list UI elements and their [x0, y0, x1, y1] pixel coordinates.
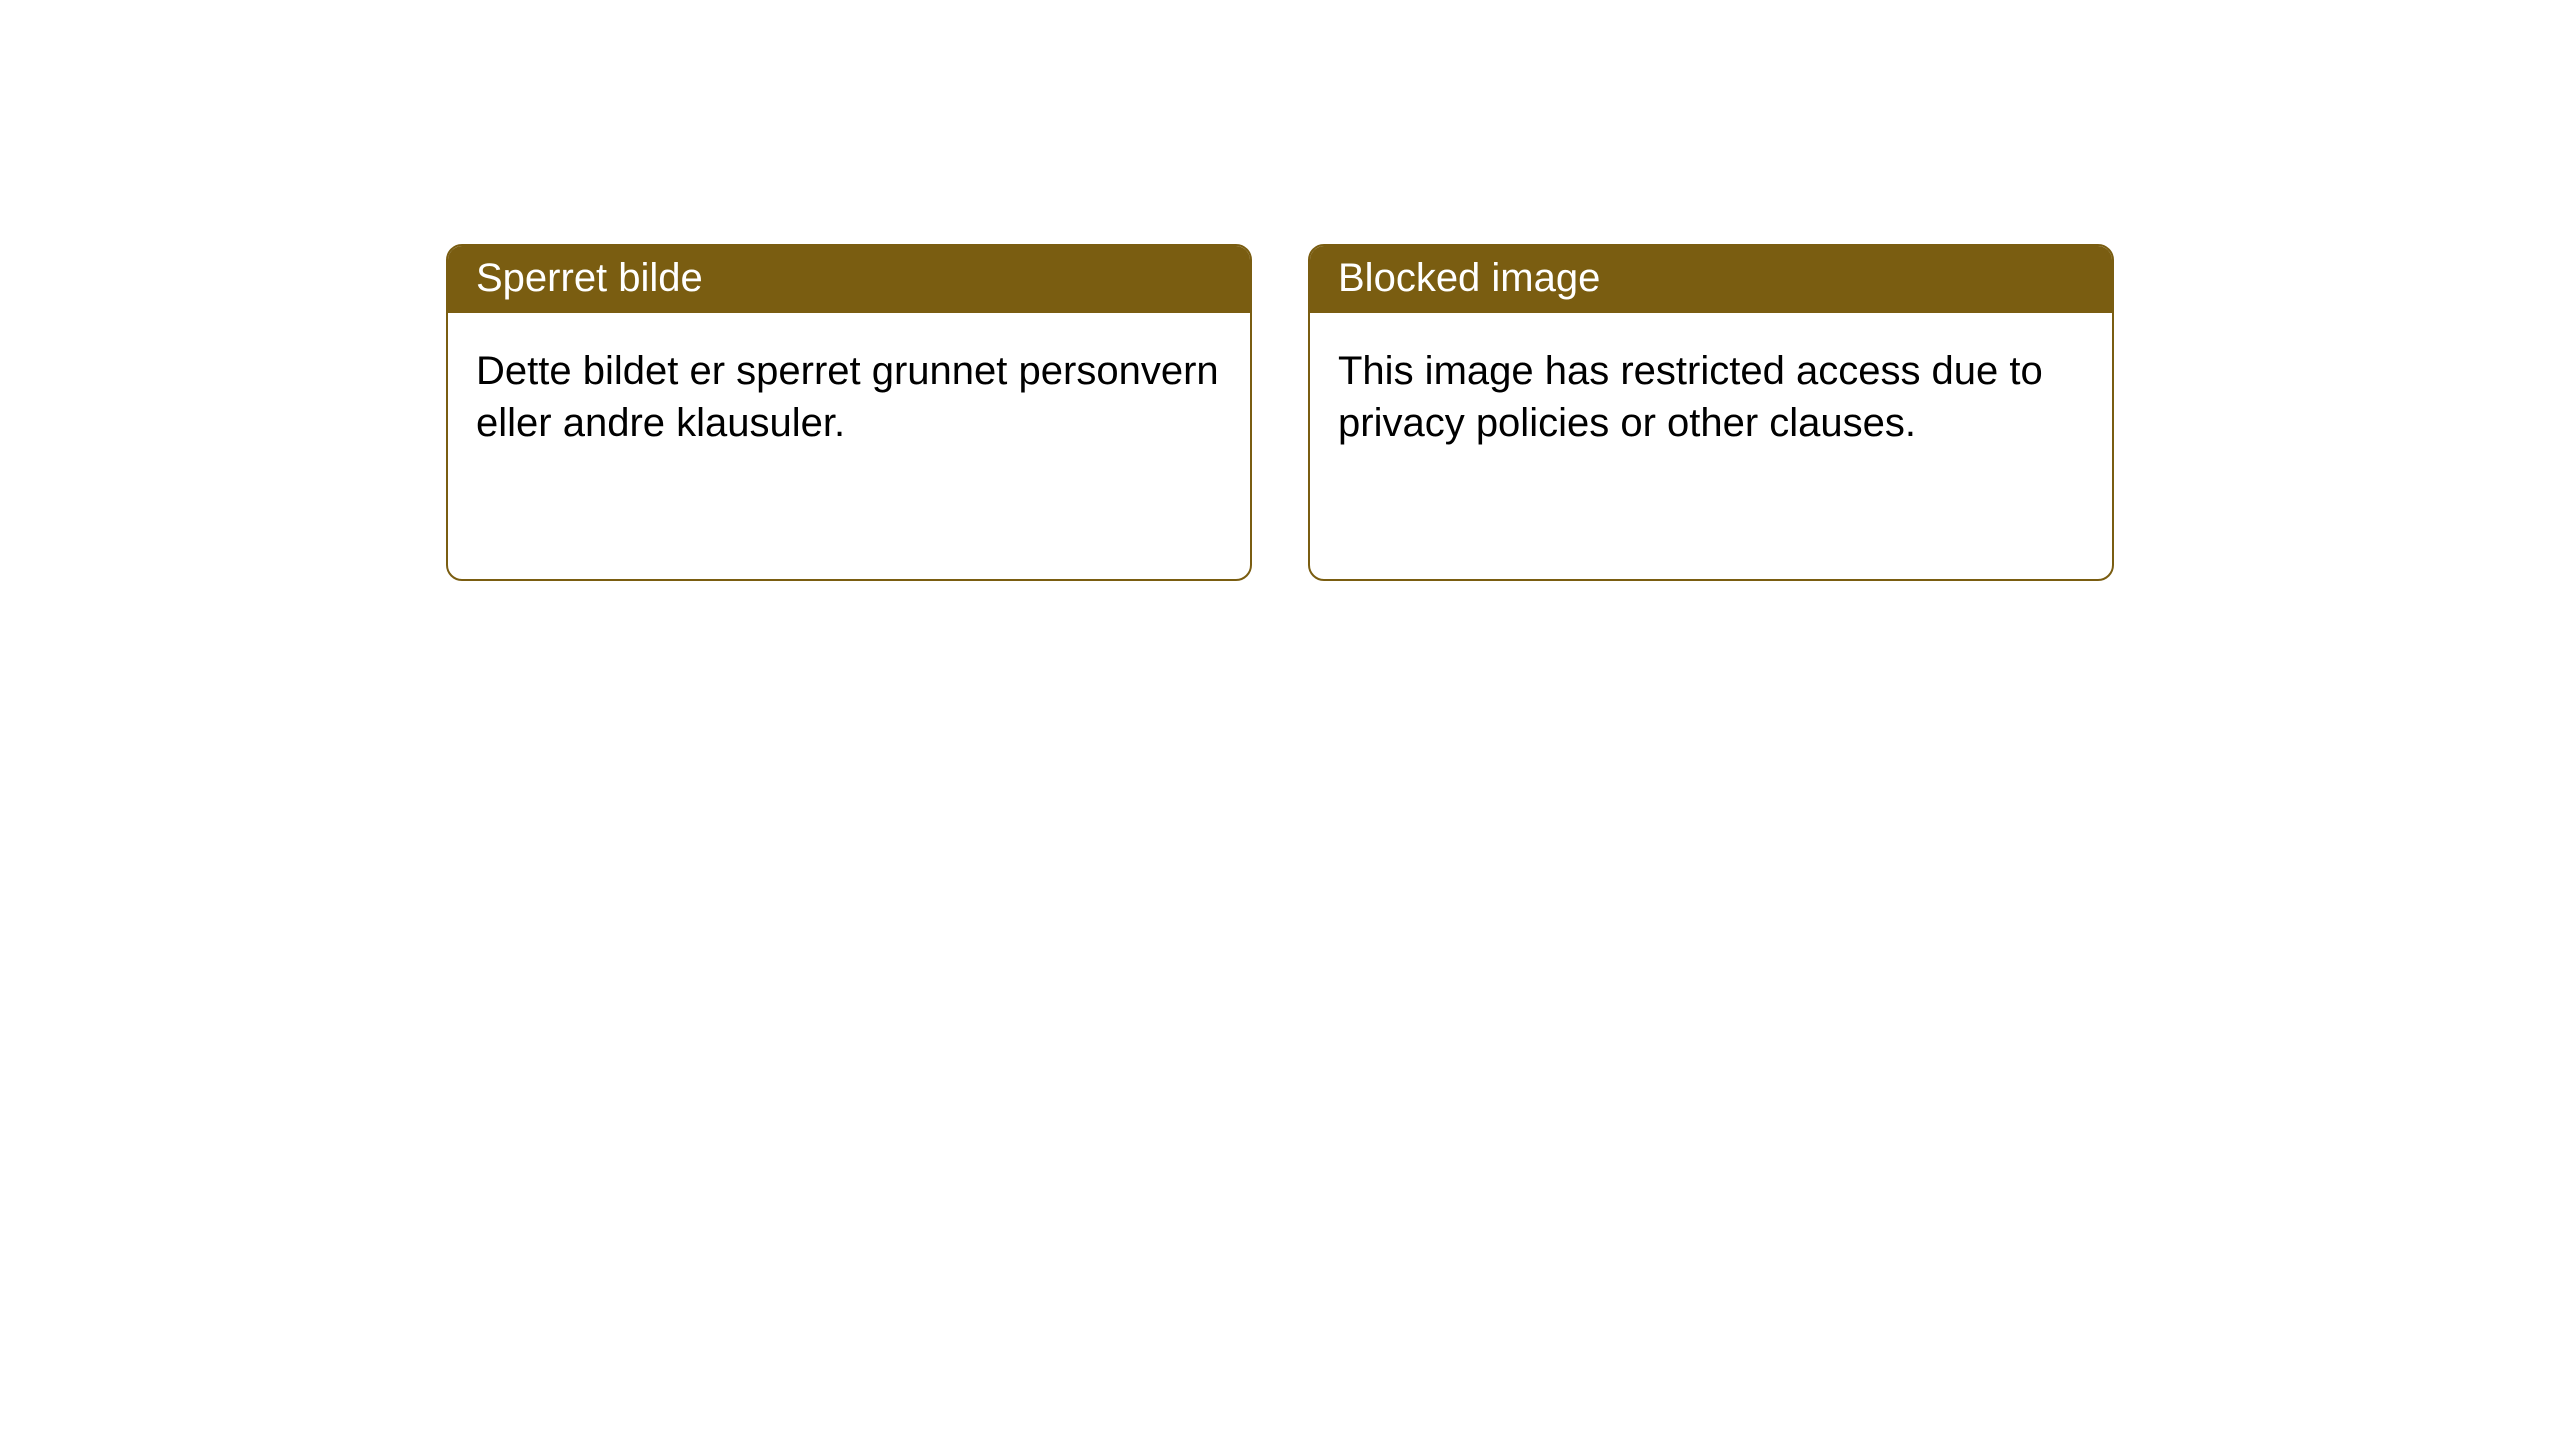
notice-title: Sperret bilde [448, 246, 1250, 313]
notice-title: Blocked image [1310, 246, 2112, 313]
notice-container: Sperret bilde Dette bildet er sperret gr… [0, 0, 2560, 581]
notice-body: Dette bildet er sperret grunnet personve… [448, 313, 1250, 481]
notice-body: This image has restricted access due to … [1310, 313, 2112, 481]
notice-card-norwegian: Sperret bilde Dette bildet er sperret gr… [446, 244, 1252, 581]
notice-card-english: Blocked image This image has restricted … [1308, 244, 2114, 581]
